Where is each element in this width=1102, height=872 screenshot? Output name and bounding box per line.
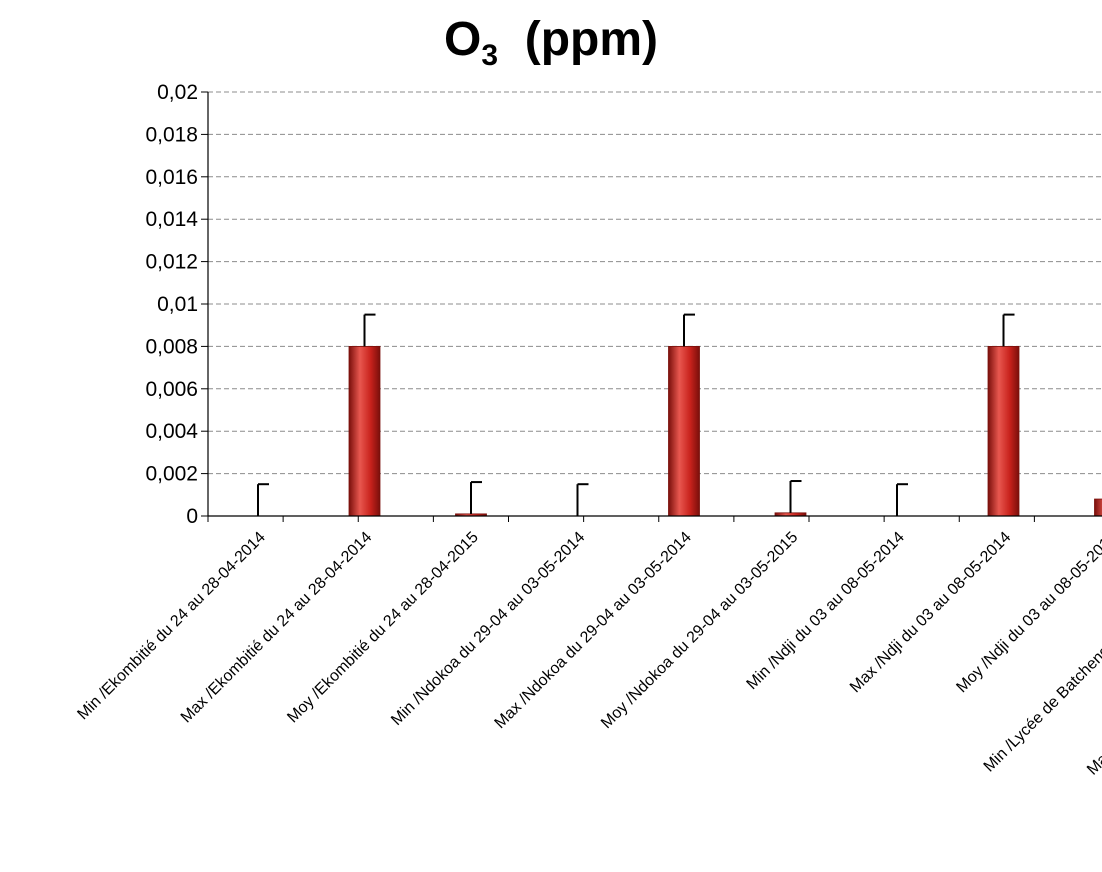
y-tick-label: 0,018 [145,123,198,146]
y-tick-label: 0,016 [145,166,198,189]
bars [348,345,1102,517]
bar [668,345,700,517]
bar [348,345,381,517]
x-tick-label: Moy /Ekombitié du 24 au 28-04-2015 [284,529,482,727]
x-tick-label: Min /Ekombitié du 24 au 28-04-2014 [74,529,268,723]
chart-title-subscript: 3 [481,39,499,72]
x-tick-label: Max /Ekombitié du 24 au 28-04-2014 [178,529,376,727]
axes [207,92,1102,522]
y-tick-label: 0,006 [145,378,198,401]
x-tick-label: Min /Ndokoa du 29-04 au 03-05-2014 [388,529,588,729]
chart-title-main: O [444,13,482,66]
error-bars [257,313,1015,516]
gridlines [201,91,1102,517]
y-tick-label: 0,002 [145,463,198,486]
y-tick-label: 0,004 [145,420,198,443]
chart-title-unit: (ppm) [524,13,658,66]
y-tick-label: 0,008 [145,335,198,358]
bar [987,345,1020,517]
x-tick-label: Moy /Ndokoa du 29-04 au 03-05-2015 [598,529,801,732]
y-tick-label: 0,012 [145,251,198,274]
bar [1094,498,1102,517]
y-tick-label: 0,01 [157,293,198,316]
y-tick-labels: 0 0,002 0,004 0,006 0,008 0,01 0,012 0,014 0,016… [145,81,198,528]
chart-title: O3 (ppm) [0,12,1102,73]
x-tick-label: Max /Ndokoa du 29-04 au 03-05-2014 [492,529,695,732]
y-tick-label: 0,014 [145,208,198,231]
y-tick-label: 0 [186,505,198,528]
y-tick-label: 0,02 [157,81,198,104]
